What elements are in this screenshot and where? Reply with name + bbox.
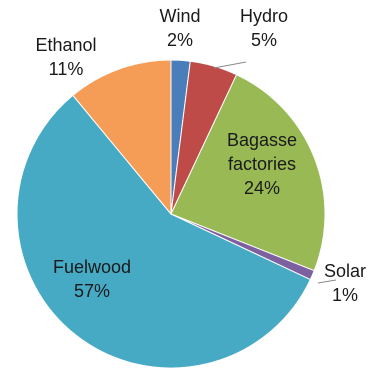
- leader-lines-layer: [213, 61, 337, 284]
- slice-category-label: factories: [228, 154, 296, 174]
- slice-value-label: 24%: [244, 178, 280, 198]
- slice-value-label: 2%: [167, 30, 193, 50]
- slice-label-bagasse-factories: Bagasse factories 24%: [227, 130, 297, 198]
- slice-value-label: 1%: [332, 285, 358, 305]
- leader-line-solar: [317, 279, 337, 284]
- slices-layer: [16, 59, 326, 369]
- slice-value-label: 5%: [251, 30, 277, 50]
- slice-label-solar: Solar 1%: [324, 261, 366, 305]
- slice-value-label: 57%: [74, 281, 110, 301]
- slice-category-label: Hydro: [240, 6, 288, 26]
- slice-label-hydro: Hydro 5%: [240, 6, 288, 50]
- labels-layer: Wind 2% Hydro 5% Bagasse factories 24% Solar 1% F…: [35, 6, 366, 305]
- pie-slice-ethanol: [72, 59, 172, 216]
- pie-slice-bagasse-factories: [170, 73, 326, 272]
- slice-category-label: Ethanol: [35, 35, 96, 55]
- leader-line-hydro: [213, 61, 247, 69]
- pie-slice-fuelwood: [16, 94, 312, 369]
- slice-value-label: 11%: [49, 59, 84, 79]
- slice-label-fuelwood: Fuelwood 57%: [53, 257, 131, 301]
- slice-category-label: Solar: [324, 261, 366, 281]
- slice-category-label: Wind: [159, 6, 200, 26]
- slice-category-label: Fuelwood: [53, 257, 131, 277]
- slice-category-label: Bagasse: [227, 130, 297, 150]
- slice-label-ethanol: Ethanol 11%: [35, 35, 96, 79]
- slice-label-wind: Wind 2%: [159, 6, 200, 50]
